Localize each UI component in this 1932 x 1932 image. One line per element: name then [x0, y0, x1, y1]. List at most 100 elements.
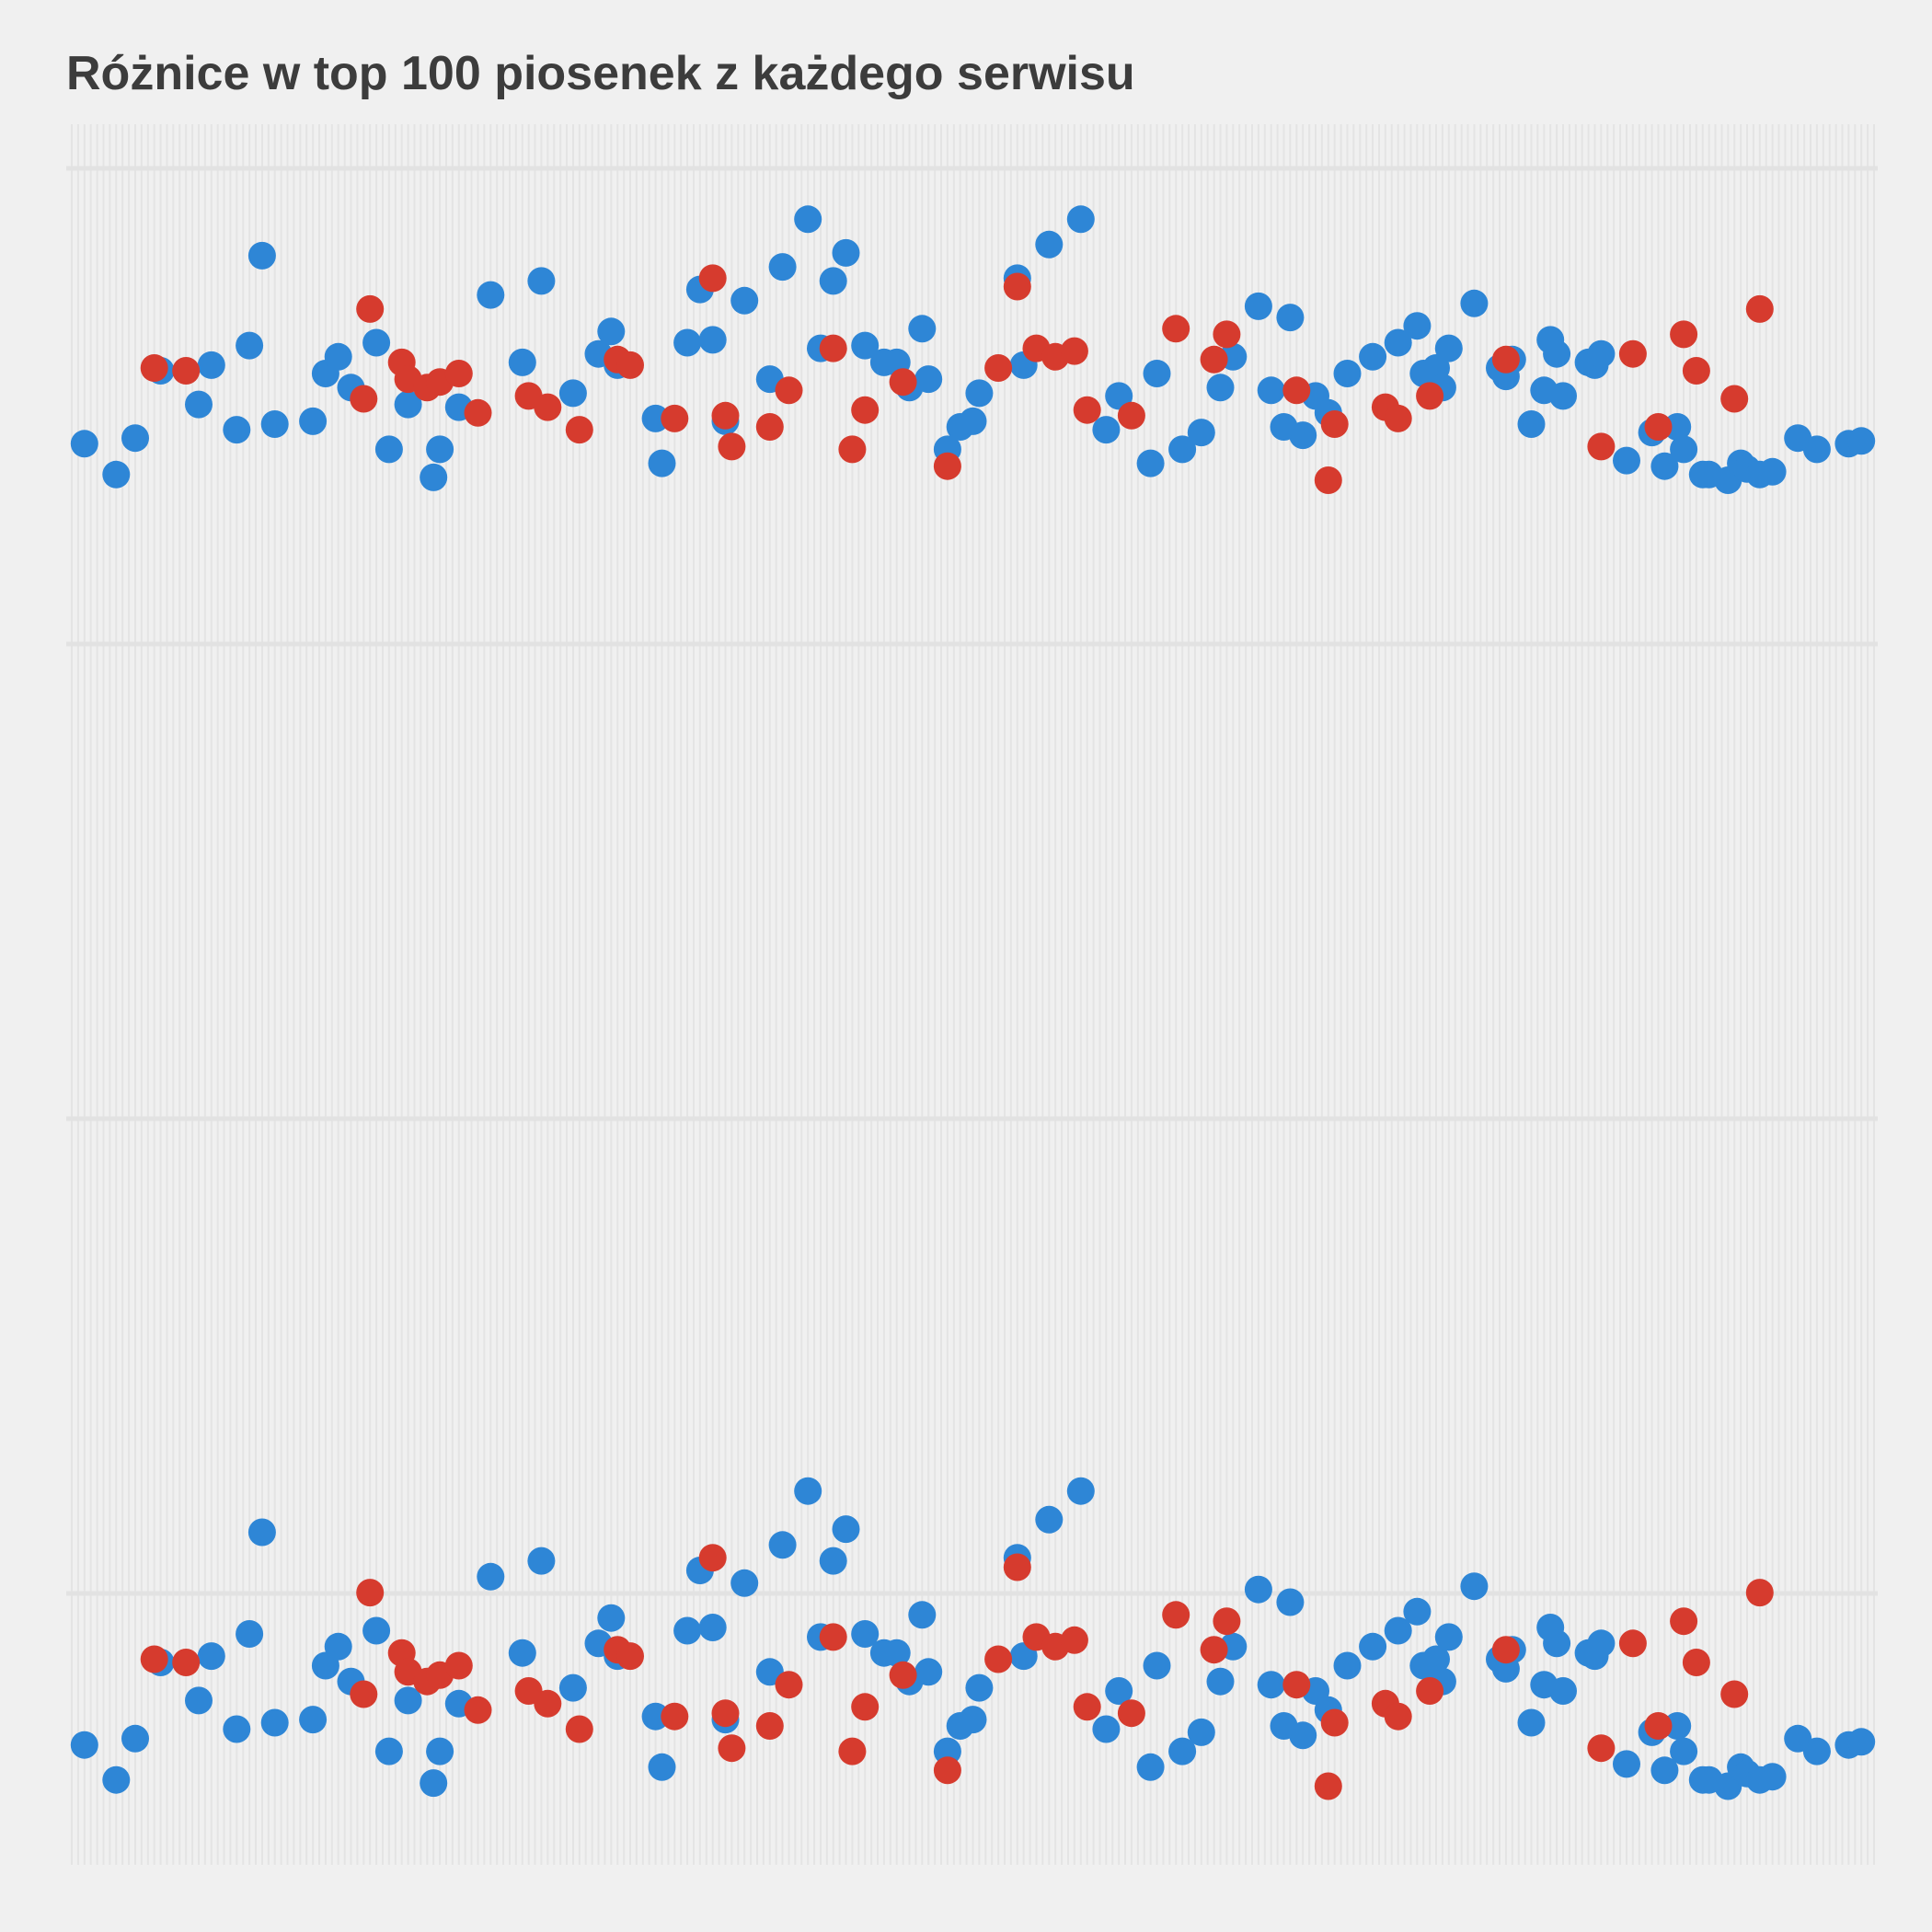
data-point-red-bottom [711, 1699, 740, 1728]
data-point-blue-top [1650, 452, 1679, 480]
data-point-red-top [444, 360, 473, 387]
data-point-blue-top [1403, 312, 1432, 340]
data-point-blue-bottom [374, 1737, 403, 1765]
data-point-blue-bottom [1276, 1588, 1305, 1616]
data-point-red-top [140, 354, 168, 382]
data-point-red-bottom [1320, 1708, 1349, 1737]
data-point-blue-top [121, 424, 149, 453]
data-point-blue-bottom [70, 1731, 98, 1759]
data-point-blue-bottom [1802, 1737, 1831, 1765]
data-point-red-bottom [1745, 1579, 1774, 1607]
data-point-red-bottom [1720, 1680, 1749, 1708]
data-point-blue-bottom [197, 1642, 225, 1671]
data-point-red-bottom [1282, 1671, 1311, 1699]
data-point-blue-top [197, 351, 225, 379]
data-point-red-top [565, 416, 593, 444]
data-point-red-bottom [1200, 1636, 1228, 1664]
data-point-blue-bottom [121, 1724, 149, 1753]
data-point-red-top [1682, 357, 1710, 385]
data-point-red-top [775, 376, 803, 405]
data-point-red-bottom [755, 1712, 784, 1740]
data-point-blue-bottom [102, 1765, 131, 1794]
data-point-blue-bottom [236, 1620, 264, 1648]
data-point-red-top [1384, 404, 1412, 432]
data-point-blue-bottom [768, 1531, 797, 1559]
data-point-blue-bottom [324, 1632, 352, 1661]
data-point-red-top [1003, 272, 1031, 301]
data-point-blue-top [914, 365, 943, 394]
data-point-blue-top [1847, 427, 1876, 455]
data-point-red-top [1320, 410, 1349, 438]
data-point-red-bottom [838, 1737, 867, 1765]
data-point-red-top [356, 294, 385, 323]
data-point-red-top [534, 393, 562, 421]
data-point-blue-top [420, 463, 448, 491]
data-point-blue-top [558, 379, 587, 408]
chart-title: Różnice w top 100 piosenek z każdego ser… [66, 47, 1135, 100]
data-point-blue-bottom [933, 1737, 961, 1765]
data-point-blue-bottom [730, 1569, 759, 1597]
data-point-red-bottom [718, 1734, 746, 1763]
data-point-red-top [698, 264, 727, 293]
data-point-blue-bottom [794, 1477, 822, 1505]
data-point-red-bottom [172, 1649, 201, 1676]
data-point-blue-bottom [260, 1708, 289, 1737]
data-point-blue-top [1434, 334, 1463, 362]
data-point-blue-top [1587, 339, 1616, 368]
data-point-blue-bottom [1105, 1677, 1133, 1705]
data-point-red-top [819, 334, 847, 362]
data-point-blue-bottom [1244, 1575, 1272, 1604]
data-point-blue-bottom [527, 1547, 556, 1575]
data-point-blue-bottom [959, 1706, 987, 1734]
data-point-red-top [1644, 413, 1673, 441]
data-point-red-bottom [565, 1715, 593, 1743]
data-point-blue-bottom [1035, 1505, 1064, 1534]
data-point-blue-top [1066, 205, 1095, 234]
data-point-red-top [1060, 337, 1088, 365]
data-point-blue-bottom [247, 1518, 276, 1547]
data-point-blue-top [223, 416, 251, 444]
data-point-red-bottom [1587, 1734, 1616, 1763]
data-point-blue-top [1517, 410, 1546, 438]
data-point-blue-top [1802, 435, 1831, 464]
data-point-blue-bottom [299, 1706, 328, 1734]
data-point-red-bottom [1314, 1772, 1342, 1800]
data-point-red-bottom [534, 1689, 562, 1718]
data-point-blue-bottom [1847, 1728, 1876, 1756]
data-point-blue-bottom [1434, 1623, 1463, 1651]
data-point-blue-top [247, 241, 276, 270]
data-point-red-top [1073, 396, 1101, 424]
data-point-blue-bottom [965, 1673, 994, 1702]
data-point-red-bottom [140, 1645, 168, 1673]
data-point-red-top [350, 385, 378, 413]
data-point-blue-top [1543, 339, 1571, 368]
data-point-blue-top [597, 317, 626, 346]
data-point-blue-top [185, 390, 213, 419]
data-point-blue-bottom [1587, 1629, 1616, 1658]
data-point-blue-bottom [851, 1620, 880, 1648]
data-point-red-top [838, 435, 867, 464]
data-point-red-bottom [356, 1579, 385, 1607]
data-point-blue-bottom [832, 1515, 860, 1544]
data-point-red-bottom [1682, 1649, 1710, 1676]
data-point-red-top [1162, 315, 1190, 343]
data-point-blue-top [1549, 382, 1577, 410]
data-point-blue-bottom [1663, 1712, 1692, 1740]
data-point-red-bottom [819, 1623, 847, 1651]
data-point-blue-bottom [597, 1604, 626, 1632]
data-point-blue-bottom [1136, 1753, 1165, 1781]
data-point-blue-top [1758, 457, 1787, 486]
data-point-blue-bottom [1422, 1645, 1450, 1673]
data-point-red-top [718, 432, 746, 461]
data-point-red-bottom [350, 1680, 378, 1708]
data-point-blue-top [527, 267, 556, 295]
data-point-blue-bottom [185, 1686, 213, 1715]
data-point-red-top [616, 351, 644, 379]
data-point-blue-top [1092, 416, 1121, 444]
data-point-red-top [851, 396, 880, 424]
data-point-blue-top [362, 328, 391, 357]
data-point-red-bottom [1073, 1693, 1101, 1721]
data-point-blue-bottom [819, 1547, 847, 1575]
